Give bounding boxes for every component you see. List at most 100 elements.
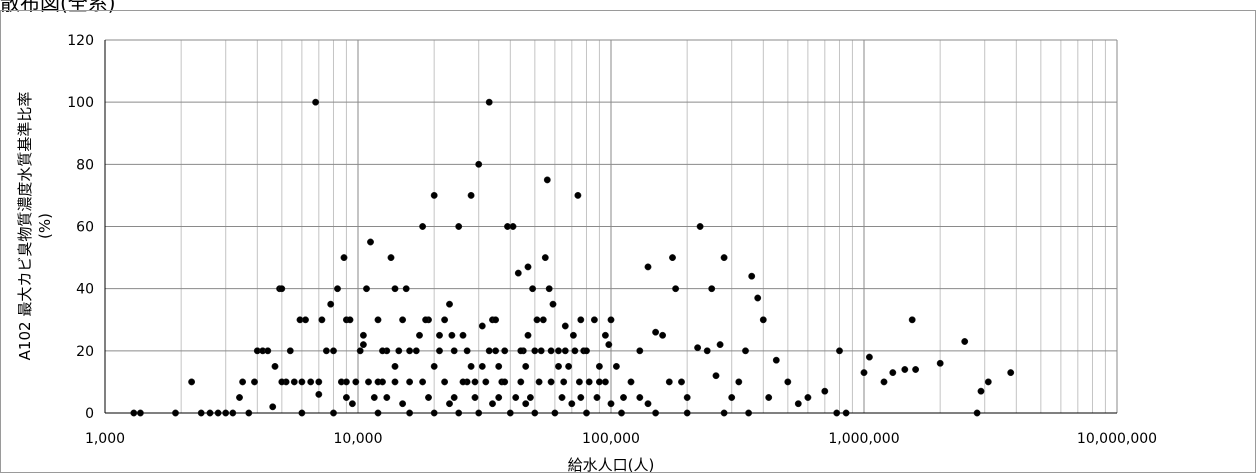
y-tick-label: 100 — [67, 95, 94, 111]
data-point — [327, 300, 335, 308]
data-point — [821, 387, 829, 395]
data-point — [1007, 369, 1015, 377]
data-point — [441, 316, 449, 324]
y-axis-label: A102 最大カビ臭物質濃度水質基準比率 — [16, 92, 34, 361]
chart-title: 散布図(全系) — [0, 0, 116, 15]
data-point — [441, 378, 449, 386]
data-point — [912, 366, 920, 373]
data-point — [318, 316, 326, 324]
data-point — [593, 394, 601, 401]
data-point — [543, 176, 551, 184]
data-point — [936, 359, 944, 367]
data-point — [712, 372, 720, 380]
data-point — [961, 338, 969, 345]
y-tick-label: 20 — [76, 344, 94, 360]
data-point — [560, 378, 568, 386]
data-point — [595, 362, 603, 370]
data-point — [315, 378, 323, 386]
data-point — [269, 403, 277, 411]
data-point — [455, 223, 463, 230]
data-point — [492, 316, 500, 324]
data-point — [509, 223, 517, 230]
data-point — [561, 322, 569, 330]
data-point — [286, 347, 294, 355]
data-point — [555, 362, 562, 370]
data-point — [379, 378, 386, 386]
data-point — [340, 254, 348, 262]
data-point — [446, 400, 453, 408]
data-point — [720, 409, 728, 417]
y-tick-label: 80 — [76, 157, 94, 173]
data-point — [391, 378, 399, 386]
data-point — [459, 378, 467, 386]
data-point — [708, 285, 716, 293]
data-point — [561, 347, 569, 355]
y-tick-label: 0 — [85, 406, 94, 422]
data-point — [720, 254, 728, 262]
data-point — [612, 362, 620, 370]
data-point — [359, 331, 367, 339]
data-point — [678, 378, 685, 386]
data-point — [406, 409, 414, 417]
data-point — [302, 316, 309, 324]
data-point — [669, 254, 676, 262]
data-point — [636, 347, 644, 355]
data-point — [236, 394, 243, 401]
data-points — [130, 98, 1015, 417]
x-tick-label: 1,000 — [85, 431, 125, 447]
data-point — [533, 316, 541, 324]
x-tick-label: 10,000 — [334, 431, 383, 447]
data-point — [908, 316, 916, 324]
data-point — [463, 347, 471, 355]
data-point — [735, 378, 743, 386]
data-point — [545, 285, 553, 293]
data-point — [406, 378, 414, 386]
data-point — [342, 378, 350, 386]
data-point — [672, 285, 680, 293]
data-point — [399, 316, 407, 324]
data-point — [833, 409, 841, 417]
data-point — [278, 285, 286, 293]
data-point — [492, 347, 500, 355]
data-point — [759, 316, 767, 324]
data-point — [448, 331, 456, 339]
data-point — [551, 409, 559, 417]
x-axis-label: 給水人口(人) — [568, 456, 655, 474]
data-point — [391, 285, 399, 293]
data-point — [531, 409, 539, 417]
data-point — [330, 409, 337, 417]
data-point — [652, 328, 660, 336]
data-point — [772, 356, 780, 364]
data-point — [506, 409, 514, 417]
data-point — [501, 378, 509, 386]
data-point — [446, 300, 453, 308]
data-point — [590, 316, 598, 324]
data-point — [865, 353, 873, 361]
data-point — [346, 316, 354, 324]
data-point — [467, 362, 475, 370]
data-point — [574, 191, 582, 199]
data-point — [973, 409, 981, 417]
data-point — [748, 272, 756, 280]
data-point — [501, 347, 509, 355]
data-point — [524, 331, 532, 339]
data-point — [652, 409, 660, 417]
data-point — [383, 394, 391, 401]
data-point — [696, 223, 704, 230]
data-point — [485, 347, 493, 355]
data-point — [450, 394, 458, 401]
data-point — [620, 394, 627, 401]
data-point — [636, 394, 644, 401]
data-point — [495, 362, 503, 370]
y-tick-labels: 0 20 40 60 80 100 120 — [67, 33, 94, 422]
data-point — [342, 394, 350, 401]
data-point — [539, 316, 547, 324]
data-point — [422, 316, 430, 324]
data-point — [547, 347, 555, 355]
data-point — [251, 378, 258, 386]
data-point — [172, 409, 179, 417]
data-point — [322, 347, 330, 355]
data-point — [618, 409, 625, 417]
data-point — [264, 347, 272, 355]
data-point — [471, 378, 479, 386]
